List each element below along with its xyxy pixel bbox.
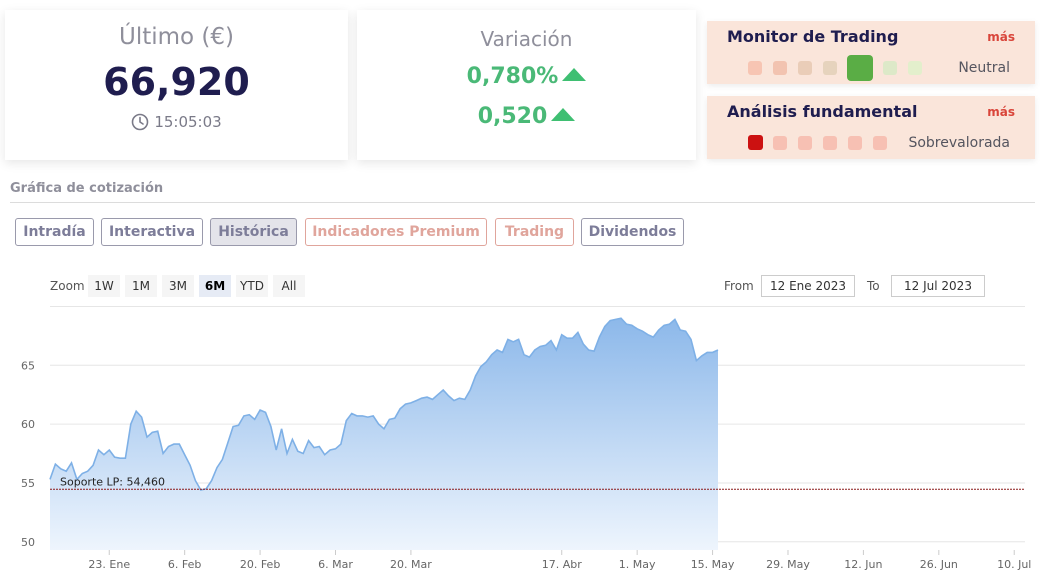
x-tick-label: 15. May: [691, 558, 735, 571]
x-tick-label: 17. Abr: [542, 558, 582, 571]
y-tick-label: 65: [21, 359, 35, 372]
tab-trading[interactable]: Trading: [495, 218, 574, 246]
fundamental-analysis-title: Análisis fundamental: [727, 102, 918, 121]
x-tick-label: 6. Feb: [168, 558, 201, 571]
tab-historica[interactable]: Histórica: [210, 218, 297, 246]
trading-monitor-dot: [748, 61, 762, 75]
trading-monitor-title: Monitor de Trading: [727, 27, 899, 46]
x-tick-label: 6. Mar: [318, 558, 353, 571]
zoom-all-button[interactable]: All: [273, 275, 305, 297]
support-label: Soporte LP: 54,460: [60, 475, 165, 488]
last-price-value: 66,920: [103, 60, 250, 104]
chart-section-title: Gráfica de cotización: [10, 181, 164, 196]
tab-intradia[interactable]: Intradía: [15, 218, 94, 246]
trading-monitor-more-link[interactable]: más: [987, 30, 1015, 44]
arrow-up-icon: [562, 68, 587, 81]
arrow-up-icon: [551, 108, 576, 121]
fundamental-analysis-dot: [873, 136, 887, 150]
last-price-card: Último (€) 66,920 15:05:03: [5, 10, 348, 160]
tab-interactiva[interactable]: Interactiva: [101, 218, 203, 246]
tab-dividendos[interactable]: Dividendos: [581, 218, 684, 246]
y-tick-label: 55: [21, 477, 35, 490]
zoom-6m-button[interactable]: 6M: [199, 275, 231, 297]
last-price-time-row: 15:05:03: [5, 113, 348, 131]
x-tick-label: 29. May: [766, 558, 810, 571]
variation-absolute-row: 0,520: [357, 104, 696, 129]
fundamental-analysis-dot-active: [748, 135, 763, 150]
clock-icon: [132, 113, 149, 131]
y-tick-label: 50: [21, 536, 35, 549]
last-price-title: Último (€): [119, 24, 234, 50]
variation-absolute: 0,520: [477, 104, 548, 129]
price-line: [49, 317, 719, 491]
fundamental-analysis-dot: [773, 136, 787, 150]
price-chart[interactable]: Soporte LP: 54,460 50 55 60 65 23. Ene 6. Fe…: [0, 300, 1045, 588]
price-area: [50, 318, 718, 550]
variation-percent-row: 0,780%: [357, 64, 696, 89]
fundamental-analysis-dot: [848, 136, 862, 150]
x-tick-label: 26. Jun: [920, 558, 958, 571]
zoom-label: Zoom: [50, 279, 85, 293]
x-axis-labels: 23. Ene 6. Feb 20. Feb 6. Mar 20. Mar 17. Abr…: [88, 550, 1031, 571]
trading-monitor-panel: Monitor de Trading más Neutral: [707, 21, 1035, 84]
x-tick-label: 1. May: [619, 558, 656, 571]
variation-title: Variación: [480, 27, 573, 51]
zoom-ytd-button[interactable]: YTD: [236, 275, 268, 297]
y-tick-label: 60: [21, 418, 35, 431]
zoom-3m-button[interactable]: 3M: [162, 275, 194, 297]
x-tick-label: 23. Ene: [88, 558, 130, 571]
y-axis-labels: 50 55 60 65: [21, 359, 35, 548]
trading-monitor-dot: [823, 61, 837, 75]
range-from-label: From: [724, 279, 754, 293]
trading-monitor-dot: [773, 61, 787, 75]
zoom-1m-button[interactable]: 1M: [125, 275, 157, 297]
x-tick-label: 10. Jul: [997, 558, 1031, 571]
tab-indicadores-premium[interactable]: Indicadores Premium: [305, 218, 487, 246]
fundamental-analysis-status: Sobrevalorada: [908, 135, 1010, 151]
range-to-input[interactable]: 12 Jul 2023: [891, 275, 985, 297]
x-tick-label: 20. Feb: [240, 558, 280, 571]
trading-monitor-status: Neutral: [958, 60, 1010, 76]
trading-monitor-dot: [798, 61, 812, 75]
section-divider: [10, 202, 1035, 203]
fundamental-analysis-dot: [798, 136, 812, 150]
variation-card: Variación 0,780% 0,520: [357, 10, 696, 160]
trading-monitor-dot: [908, 61, 922, 75]
range-from-input[interactable]: 12 Ene 2023: [761, 275, 855, 297]
variation-percent: 0,780%: [466, 64, 559, 89]
fundamental-analysis-dot: [823, 136, 837, 150]
range-to-label: To: [867, 279, 880, 293]
x-tick-label: 12. Jun: [844, 558, 882, 571]
trading-monitor-dot: [883, 61, 897, 75]
last-price-time: 15:05:03: [154, 113, 222, 131]
zoom-1w-button[interactable]: 1W: [88, 275, 120, 297]
x-tick-label: 20. Mar: [390, 558, 432, 571]
fundamental-analysis-more-link[interactable]: más: [987, 105, 1015, 119]
trading-monitor-dot-active: [847, 55, 873, 81]
fundamental-analysis-panel: Análisis fundamental más Sobrevalorada: [707, 96, 1035, 159]
